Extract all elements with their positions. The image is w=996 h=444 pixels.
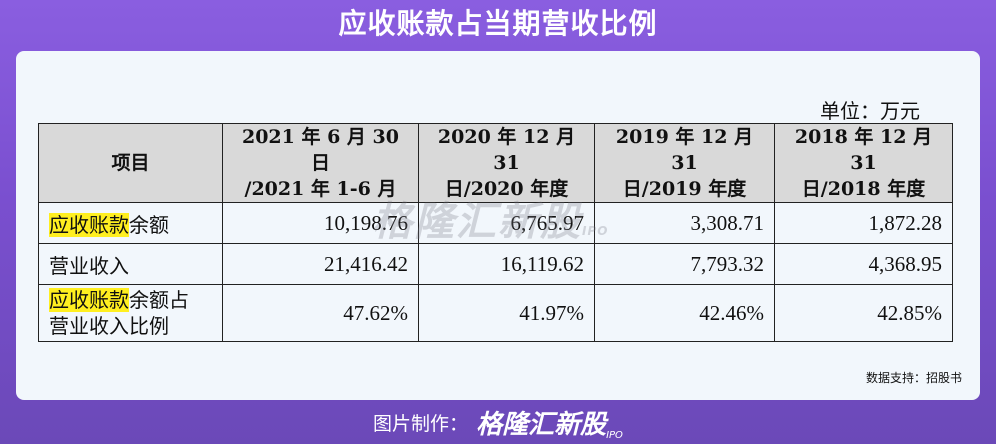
table-cell: 10,198.76 (222, 202, 419, 244)
source-note: 数据支持：招股书 (865, 371, 962, 385)
table-cell: 1,872.28 (774, 202, 953, 244)
highlighted-term: 应收账款 (49, 212, 129, 237)
table-cell: 47.62% (222, 284, 419, 342)
table-cell: 21,416.42 (222, 243, 419, 285)
footer: 图片制作： 格隆汇新股IPO (0, 404, 996, 444)
header-row: 项目 2021 年 6 月 30 日 /2021 年 1-6 月 2020 年 … (38, 123, 953, 203)
header-cell-2021: 2021 年 6 月 30 日 /2021 年 1-6 月 (222, 123, 419, 203)
table-cell: 42.85% (774, 284, 953, 342)
row-label: 应收账款余额占 营业收入比例 (38, 284, 223, 342)
table-row: 应收账款余额占 营业收入比例 47.62% 41.97% 42.46% 42.8… (38, 284, 953, 342)
table-row: 应收账款余额 10,198.76 6,765.97 3,308.71 1,872… (38, 202, 953, 244)
header-cell-item: 项目 (38, 123, 223, 203)
table-cell: 16,119.62 (418, 243, 595, 285)
table-cell: 3,308.71 (594, 202, 775, 244)
data-table: 项目 2021 年 6 月 30 日 /2021 年 1-6 月 2020 年 … (38, 123, 953, 342)
table-cell: 42.46% (594, 284, 775, 342)
row-label: 营业收入 (38, 243, 223, 285)
footer-logo-sub: IPO (606, 430, 623, 441)
content-card: 单位：万元 项目 2021 年 6 月 30 日 /2021 年 1-6 月 2… (16, 51, 980, 400)
header-cell-2019: 2019 年 12 月 31 日/2019 年度 (594, 123, 775, 203)
table-cell: 41.97% (418, 284, 595, 342)
table-cell: 6,765.97 (418, 202, 595, 244)
highlighted-term: 应收账款 (49, 288, 129, 312)
row-label: 应收账款余额 (38, 202, 223, 244)
footer-logo: 格隆汇新股 (476, 410, 607, 440)
table-row: 营业收入 21,416.42 16,119.62 7,793.32 4,368.… (38, 243, 953, 285)
unit-label: 单位：万元 (820, 99, 920, 123)
page-title: 应收账款占当期营收比例 (338, 7, 658, 40)
table-cell: 7,793.32 (594, 243, 775, 285)
header-cell-2018: 2018 年 12 月 31 日/2018 年度 (774, 123, 953, 203)
table-cell: 4,368.95 (774, 243, 953, 285)
footer-credit-label: 图片制作： (373, 413, 469, 435)
header-cell-2020: 2020 年 12 月 31 日/2020 年度 (418, 123, 595, 203)
